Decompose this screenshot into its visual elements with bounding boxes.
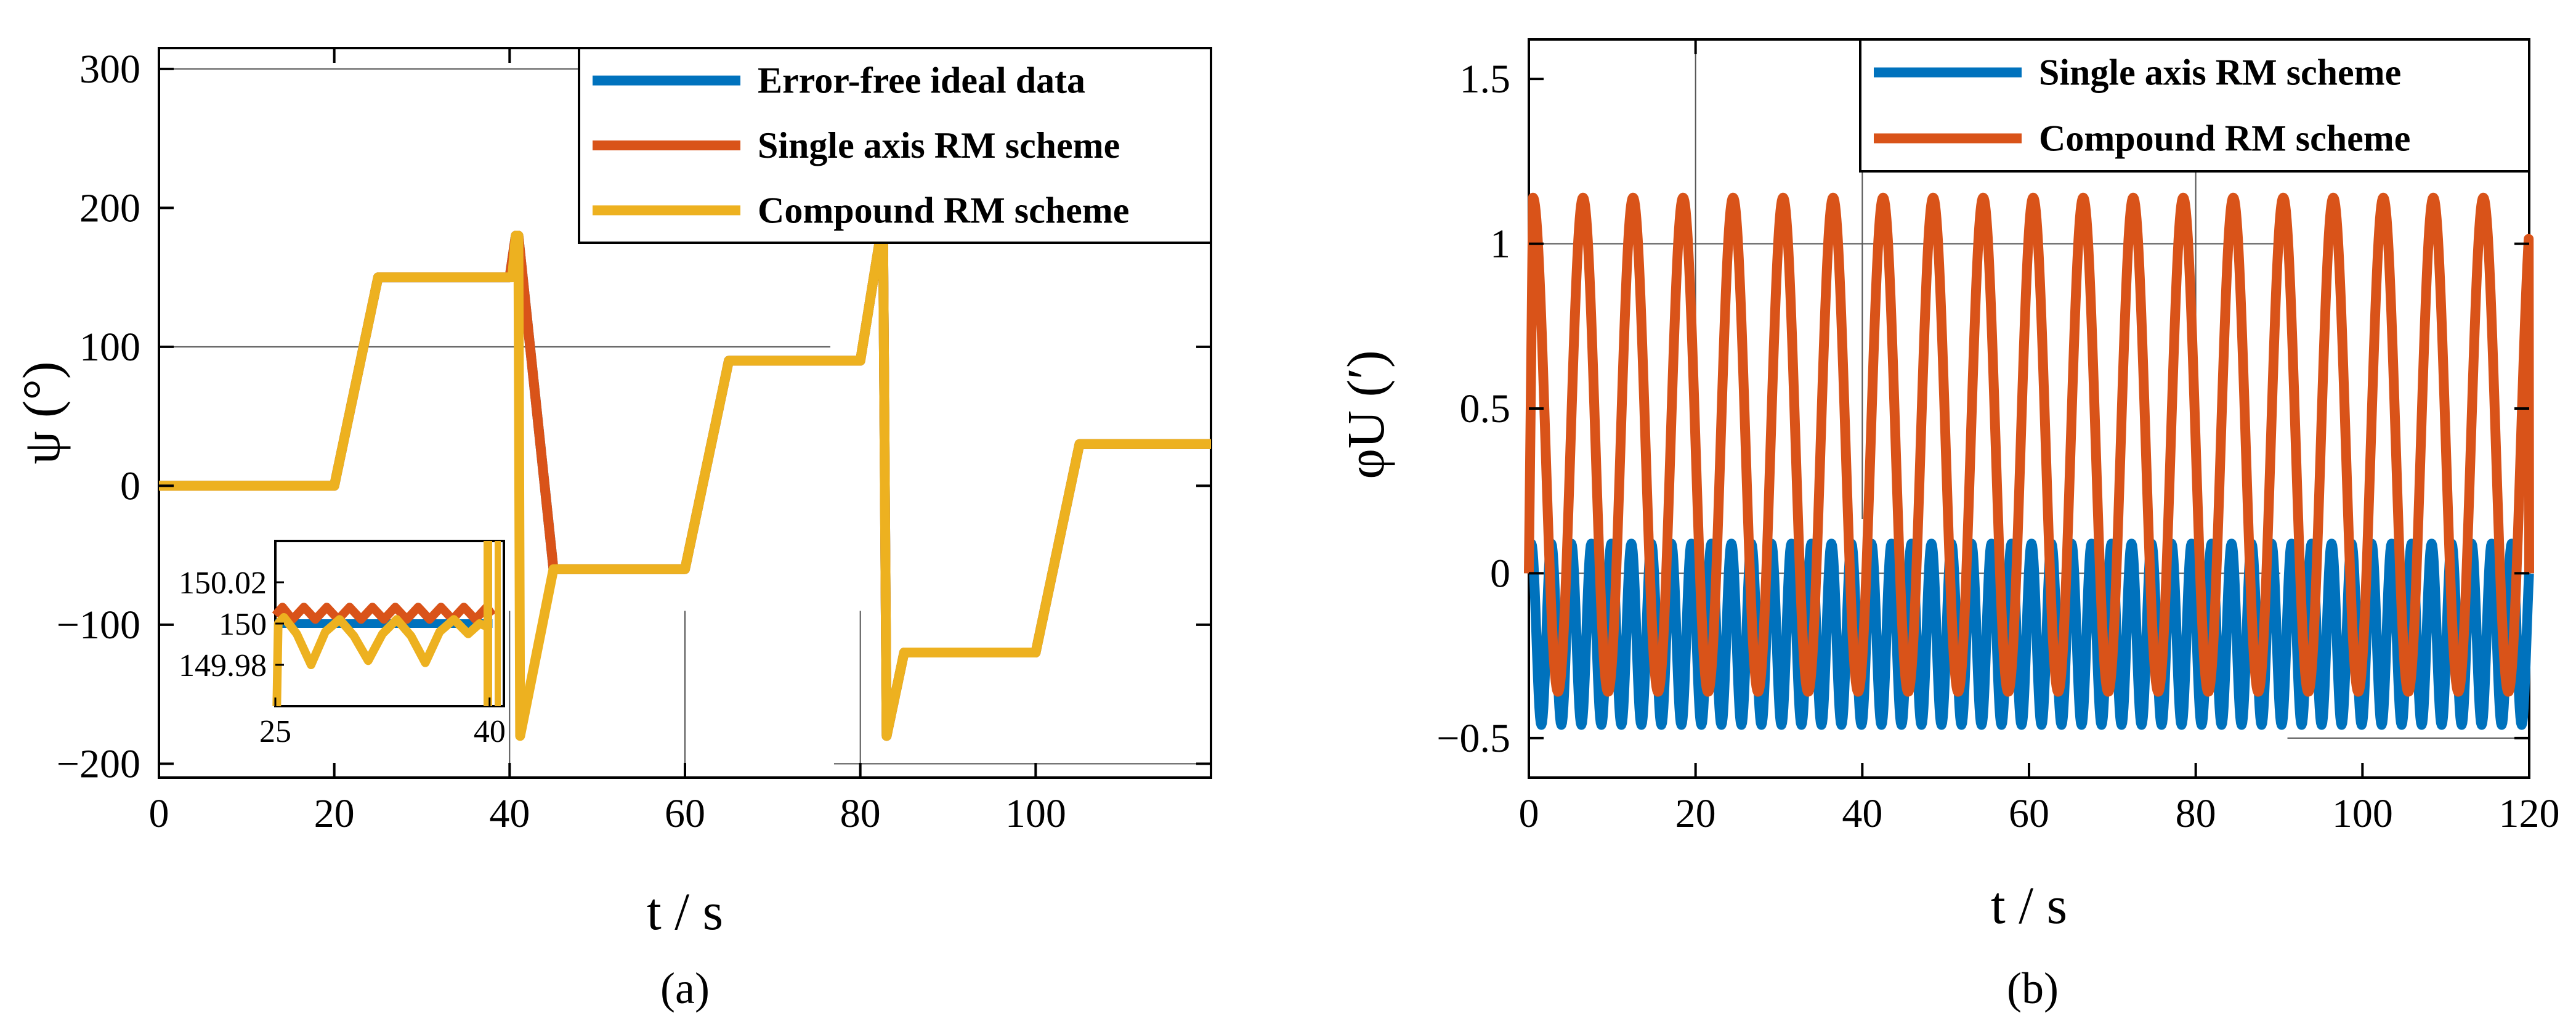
panel-a-series <box>159 230 1211 741</box>
panel-b-y-tick-label: 1.5 <box>1460 57 1511 102</box>
panel-b-y-tick-label: 0 <box>1490 551 1510 596</box>
panel-b-legend-entry: Compound RM scheme <box>2039 118 2410 159</box>
panel-a-legend-entry: Single axis RM scheme <box>758 125 1120 166</box>
panel-b-x-axis-label: t / s <box>1991 876 2067 935</box>
panel-a-inset-series-single-axis <box>272 603 496 624</box>
panel-a-y-tick-label: −100 <box>57 603 140 648</box>
panel-b-x-tick-label: 20 <box>1675 791 1716 836</box>
panel-a-y-tick-label: −200 <box>57 741 140 786</box>
panel-b-legend: Single axis RM scheme Compound RM scheme <box>1859 38 2530 173</box>
panel-a-y-tick-label: 200 <box>79 185 140 230</box>
panel-a-y-tick-label: 300 <box>79 47 140 92</box>
panel-a-inset: 149.98 150 150.02 25 40 <box>179 540 506 749</box>
panel-a-inset-series-compound <box>272 612 492 707</box>
panel-b-y-axis-label: φU (′) <box>1336 350 1395 479</box>
panel-a-y-axis-label: ψ (°) <box>12 361 71 464</box>
panel-a-y-tick-label: 100 <box>79 325 140 370</box>
panel-b-y-tick-label: 0.5 <box>1460 386 1511 431</box>
panel-a-x-tick-label: 0 <box>149 791 169 836</box>
panel-a: 0 20 40 60 80 100 −200 −100 0 100 200 300 149.98 150… <box>12 47 1212 1013</box>
panel-a-inset-x-tick-label: 25 <box>259 714 291 749</box>
panel-b-label: (b) <box>2007 964 2059 1013</box>
panel-a-series-compound <box>159 230 1211 741</box>
panel-a-gridlines <box>159 68 1211 778</box>
panel-b-x-tick-label: 60 <box>2009 791 2049 836</box>
panel-b-series-single-axis <box>1524 539 2534 730</box>
panel-a-y-tick-label: 0 <box>120 463 140 508</box>
panel-b-y-tick-label: −0.5 <box>1436 716 1510 761</box>
panel-b-series <box>1524 192 2534 730</box>
panel-b-series-compound <box>1524 192 2534 697</box>
panel-a-legend: Error-free ideal data Single axis RM sche… <box>578 47 1212 244</box>
panel-b: 0 20 40 60 80 100 120−0.500.511.5 Single axis … <box>1336 38 2560 1013</box>
panel-b-legend-box <box>1859 38 2530 173</box>
panel-b-y-tick-label: 1 <box>1490 222 1510 267</box>
panel-a-x-tick-label: 100 <box>1005 791 1066 836</box>
panel-a-x-tick-label: 40 <box>489 791 530 836</box>
panel-a-inset-y-tick-label: 150 <box>219 607 267 642</box>
panel-b-x-tick-label: 100 <box>2332 791 2393 836</box>
panel-a-label: (a) <box>660 964 710 1013</box>
panel-b-x-tick-label: 120 <box>2499 791 2560 836</box>
panel-a-ticks: 0 20 40 60 80 100 −200 −100 0 100 200 300 <box>57 47 1211 836</box>
panel-b-x-tick-label: 0 <box>1519 791 1539 836</box>
panel-a-inset-y-tick-label: 149.98 <box>179 648 267 683</box>
panel-b-x-tick-label: 40 <box>1842 791 1882 836</box>
panel-a-inset-x-tick-label: 40 <box>474 714 506 749</box>
panel-a-inset-y-tick-label: 150.02 <box>179 566 267 601</box>
panel-a-legend-entry: Error-free ideal data <box>758 60 1085 101</box>
panel-a-x-tick-label: 20 <box>314 791 355 836</box>
panel-a-legend-entry: Compound RM scheme <box>758 190 1129 230</box>
panel-a-x-tick-label: 60 <box>665 791 705 836</box>
panel-b-x-tick-label: 80 <box>2176 791 2216 836</box>
panel-b-legend-entry: Single axis RM scheme <box>2039 52 2401 93</box>
panel-a-x-tick-label: 80 <box>840 791 881 836</box>
panel-a-x-axis-label: t / s <box>647 882 723 941</box>
